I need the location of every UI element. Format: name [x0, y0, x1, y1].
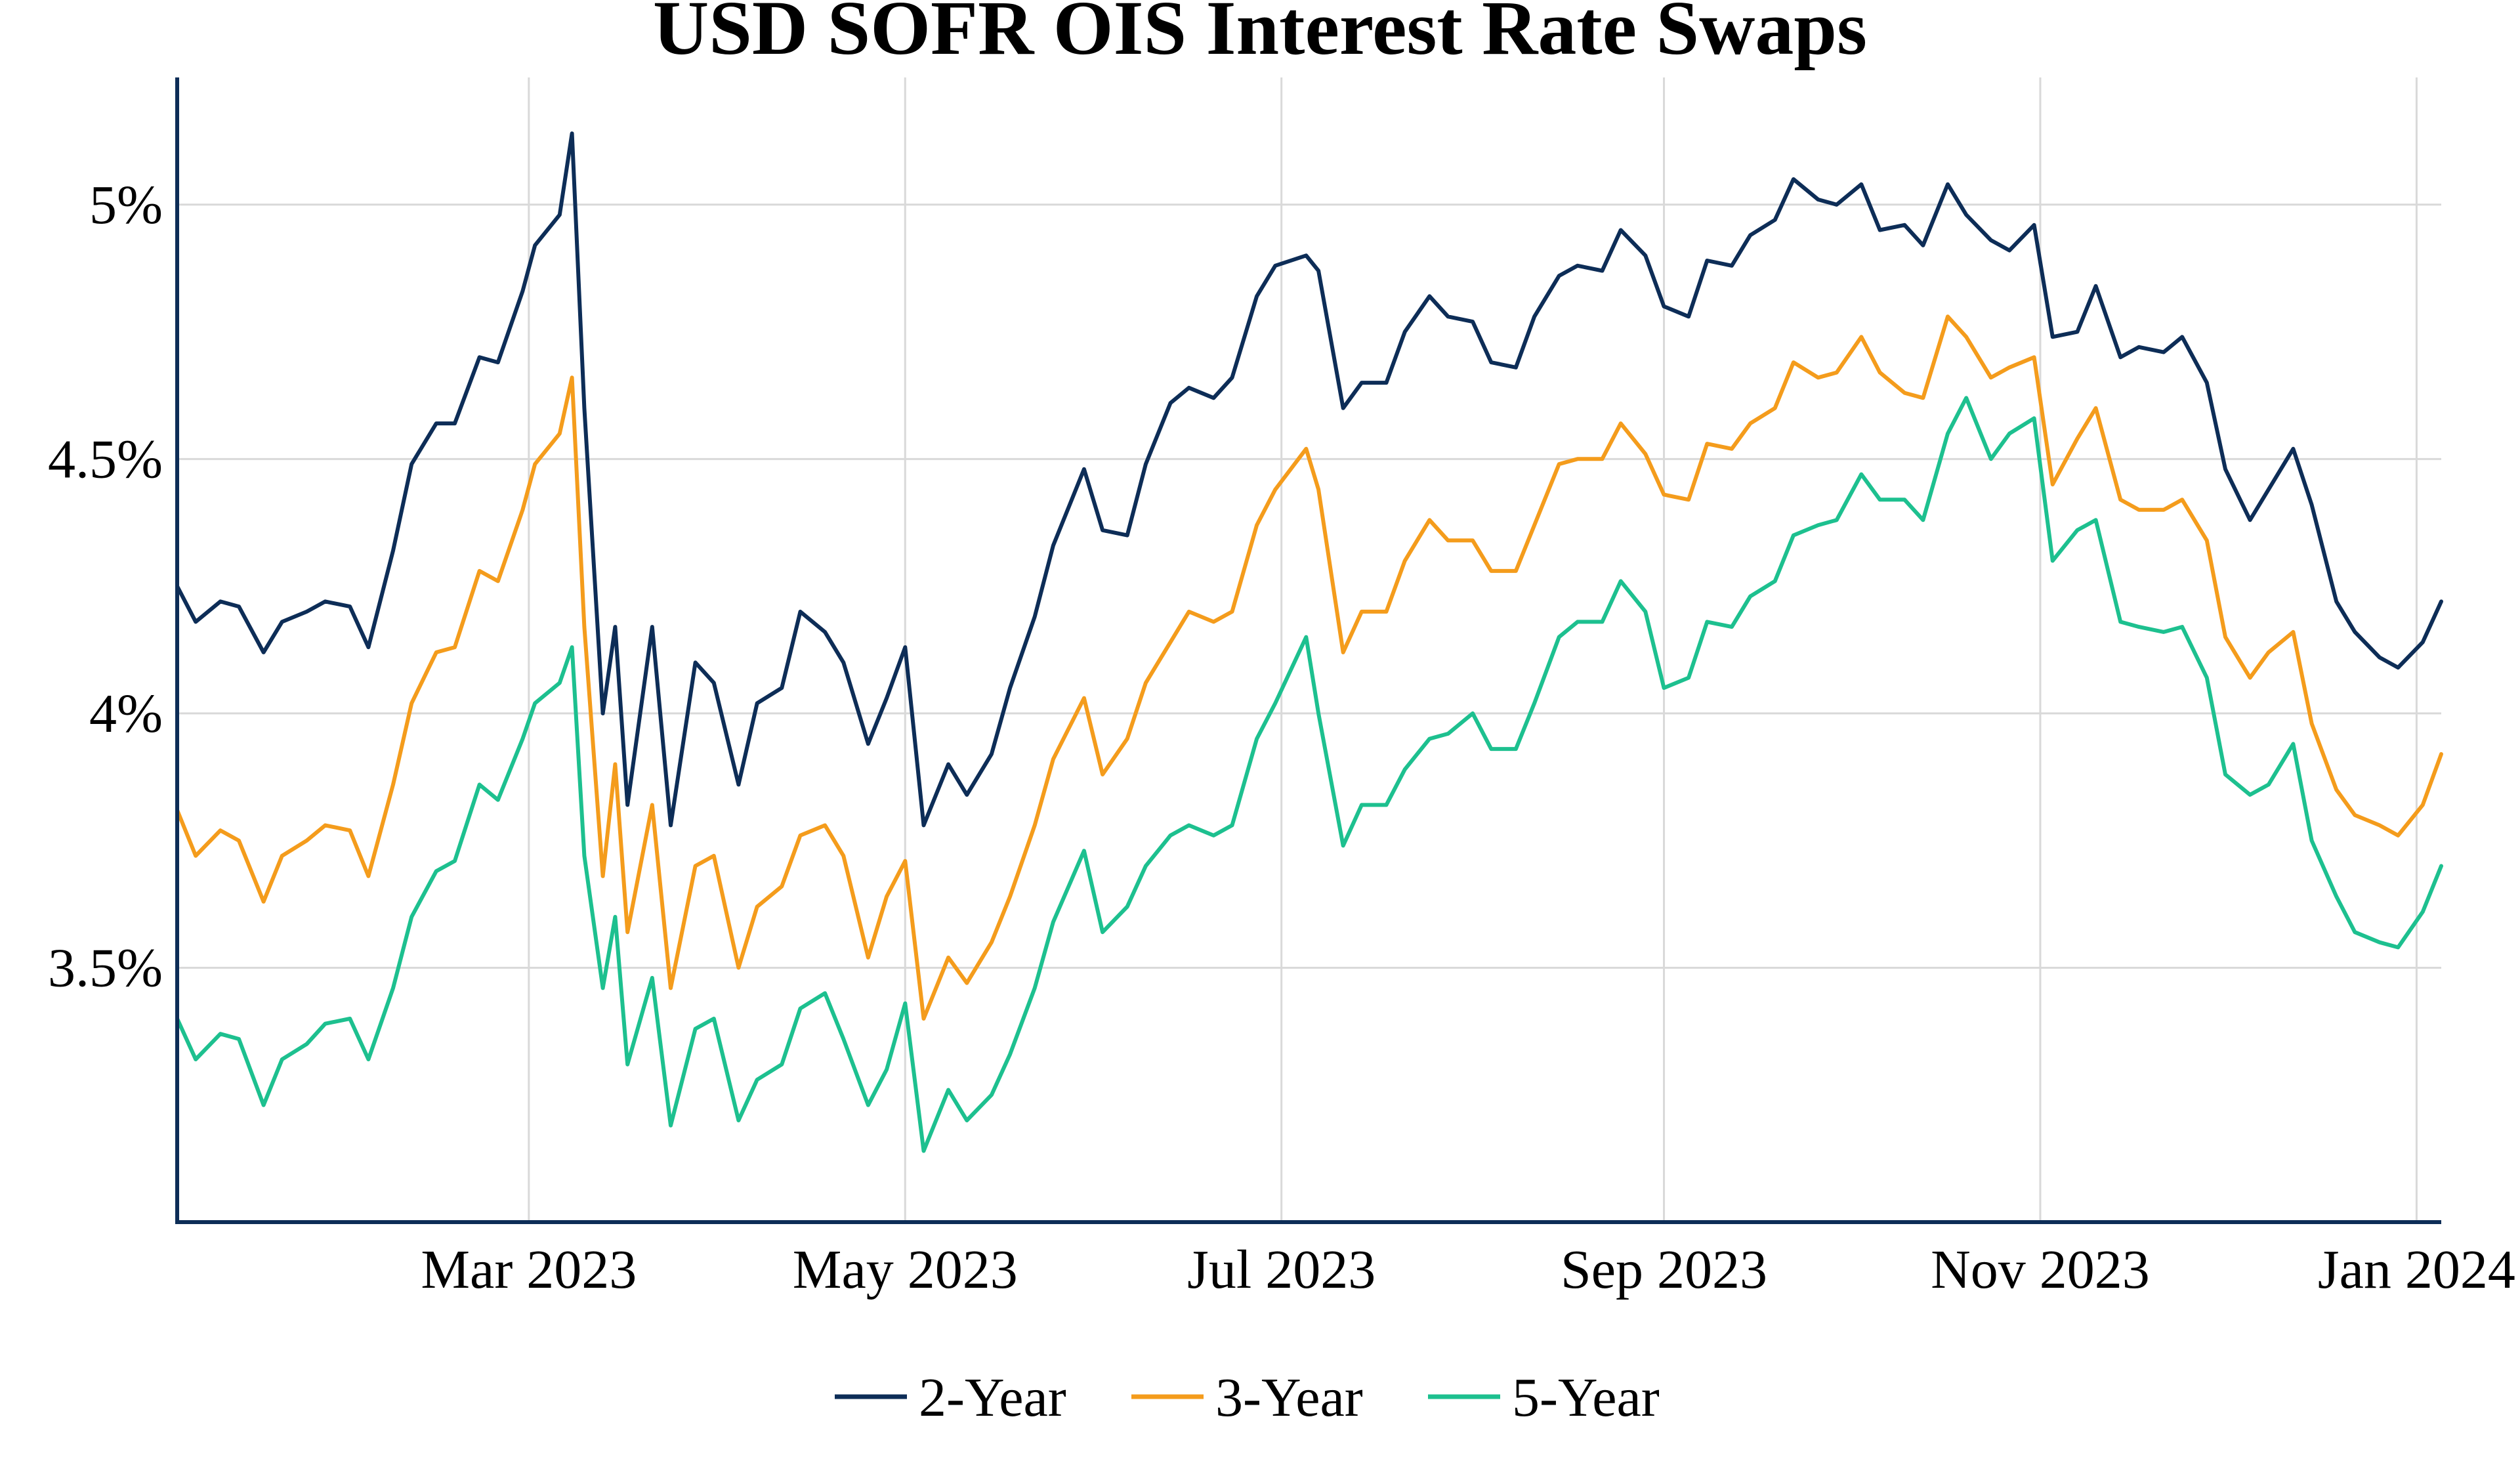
chart-title: USD SOFR OIS Interest Rate Swaps [653, 0, 1867, 71]
legend-label: 2-Year [919, 1367, 1066, 1428]
x-tick-label: Jul 2023 [1187, 1239, 1376, 1300]
x-tick-label: Sep 2023 [1561, 1239, 1767, 1300]
y-tick-label: 5% [89, 175, 163, 236]
x-tick-label: Mar 2023 [421, 1239, 637, 1300]
x-tick-label: Nov 2023 [1931, 1239, 2150, 1300]
legend-label: 3-Year [1215, 1367, 1363, 1428]
series-line-5-year [175, 396, 2443, 1153]
x-tick-label: May 2023 [793, 1239, 1018, 1300]
legend: 2-Year 3-Year 5-Year [835, 1367, 1660, 1428]
y-tick-label: 3.5% [48, 937, 163, 998]
series-line-2-year [175, 131, 2443, 828]
tick-labels: 3.5% 4% 4.5% 5% Mar 2023 May 2023 Jul 2023 Sep … [48, 175, 2515, 1300]
axes [175, 77, 2441, 1224]
series-line-3-year [175, 314, 2443, 1021]
series-lines [175, 131, 2443, 1153]
x-tick-label: Jan 2024 [2318, 1239, 2515, 1300]
y-tick-label: 4.5% [48, 429, 163, 490]
legend-label: 5-Year [1512, 1367, 1660, 1428]
y-tick-label: 4% [89, 683, 163, 744]
